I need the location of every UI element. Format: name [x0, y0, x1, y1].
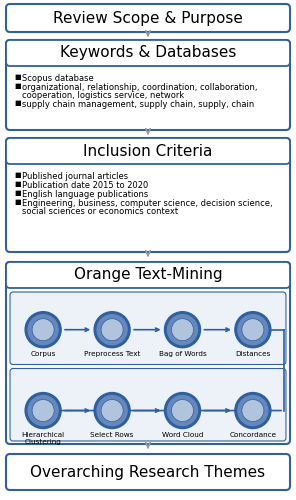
- Text: Publication date 2015 to 2020: Publication date 2015 to 2020: [22, 181, 148, 190]
- Text: Corpus: Corpus: [30, 350, 56, 356]
- Circle shape: [25, 312, 61, 348]
- Circle shape: [94, 312, 130, 348]
- Circle shape: [242, 318, 264, 340]
- Circle shape: [165, 312, 200, 348]
- Circle shape: [168, 314, 197, 344]
- Circle shape: [101, 318, 123, 340]
- FancyBboxPatch shape: [6, 40, 290, 66]
- Circle shape: [28, 314, 58, 344]
- Circle shape: [101, 400, 123, 421]
- Text: Published journal articles: Published journal articles: [22, 172, 128, 181]
- Circle shape: [97, 396, 127, 426]
- FancyBboxPatch shape: [6, 138, 290, 252]
- Text: Overarching Research Themes: Overarching Research Themes: [30, 464, 266, 479]
- Text: ■: ■: [14, 100, 21, 106]
- Text: organizational, relationship, coordination, collaboration,: organizational, relationship, coordinati…: [22, 83, 258, 92]
- FancyBboxPatch shape: [10, 368, 286, 441]
- Text: supply chain management, supply chain, supply, chain: supply chain management, supply chain, s…: [22, 100, 254, 109]
- Circle shape: [235, 392, 271, 428]
- Text: Bag of Words: Bag of Words: [159, 350, 206, 356]
- Circle shape: [235, 312, 271, 348]
- Circle shape: [94, 392, 130, 428]
- Text: Preprocess Text: Preprocess Text: [84, 350, 140, 356]
- FancyBboxPatch shape: [6, 4, 290, 32]
- Text: Review Scope & Purpose: Review Scope & Purpose: [53, 10, 243, 26]
- Circle shape: [165, 392, 200, 428]
- FancyBboxPatch shape: [6, 40, 290, 130]
- Text: ■: ■: [14, 181, 21, 187]
- Circle shape: [168, 396, 197, 426]
- Text: Scopus database: Scopus database: [22, 74, 94, 83]
- Circle shape: [97, 314, 127, 344]
- Text: Engineering, business, computer science, decision science,: Engineering, business, computer science,…: [22, 199, 273, 208]
- FancyBboxPatch shape: [6, 138, 290, 164]
- Text: ■: ■: [14, 172, 21, 178]
- Text: Select Rows: Select Rows: [91, 432, 134, 438]
- Circle shape: [25, 392, 61, 428]
- Text: social sciences or economics context: social sciences or economics context: [22, 207, 178, 216]
- Text: Inclusion Criteria: Inclusion Criteria: [83, 144, 213, 158]
- Circle shape: [238, 396, 268, 426]
- FancyBboxPatch shape: [6, 454, 290, 490]
- Text: English language publications: English language publications: [22, 190, 148, 199]
- Circle shape: [32, 400, 54, 421]
- Circle shape: [171, 400, 194, 421]
- Text: ■: ■: [14, 74, 21, 80]
- Text: Word Cloud: Word Cloud: [162, 432, 203, 438]
- Circle shape: [32, 318, 54, 340]
- Text: Concordance: Concordance: [229, 432, 276, 438]
- Circle shape: [171, 318, 194, 340]
- Text: Orange Text-Mining: Orange Text-Mining: [74, 268, 222, 282]
- Circle shape: [242, 400, 264, 421]
- FancyBboxPatch shape: [6, 262, 290, 288]
- Text: ■: ■: [14, 199, 21, 205]
- Circle shape: [238, 314, 268, 344]
- Text: Hierarchical
Clustering: Hierarchical Clustering: [22, 432, 65, 444]
- Text: Keywords & Databases: Keywords & Databases: [60, 46, 236, 60]
- FancyBboxPatch shape: [10, 292, 286, 364]
- Text: ■: ■: [14, 83, 21, 89]
- Text: cooperation, logistics service, network: cooperation, logistics service, network: [22, 91, 184, 100]
- FancyBboxPatch shape: [6, 262, 290, 444]
- Text: ■: ■: [14, 190, 21, 196]
- Text: Distances: Distances: [235, 350, 271, 356]
- Circle shape: [28, 396, 58, 426]
